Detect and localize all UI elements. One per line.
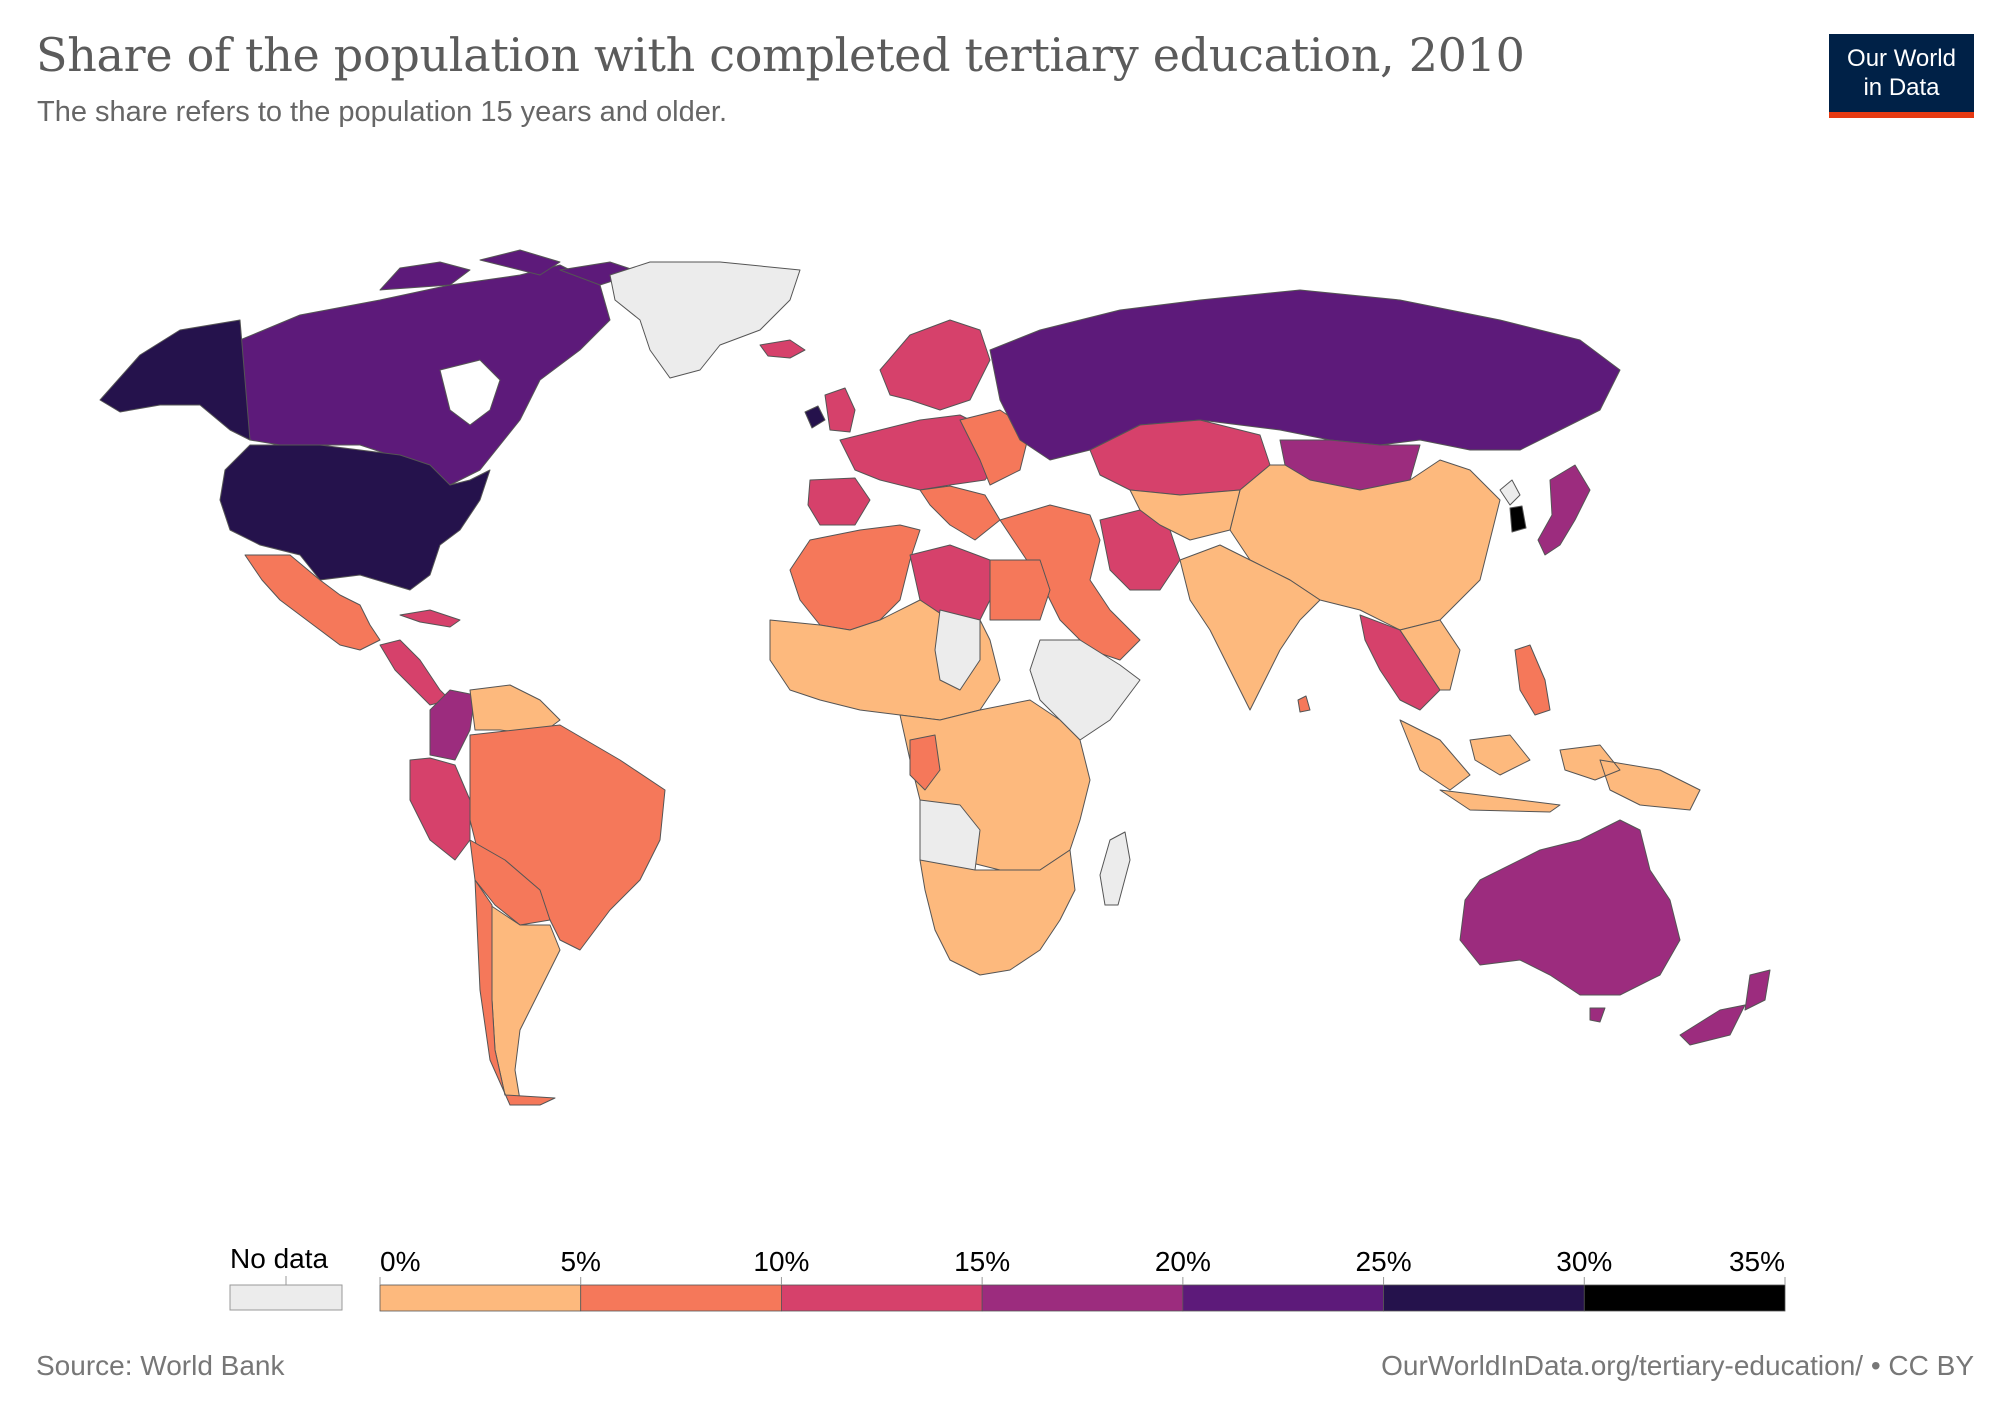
legend-bin-swatch[interactable] <box>580 1284 782 1312</box>
region-sudan-chad-nodata[interactable] <box>934 609 981 691</box>
region-russia[interactable] <box>989 289 1621 461</box>
region-ireland[interactable] <box>804 405 826 429</box>
region-scandinavia[interactable] <box>879 319 991 411</box>
region-indonesia[interactable] <box>1399 719 1701 813</box>
region-chile[interactable] <box>474 879 556 1106</box>
region-eastern-europe[interactable] <box>959 409 1031 486</box>
region-india[interactable] <box>1179 544 1321 711</box>
legend-tick-label: 15% <box>954 1246 1010 1277</box>
logo-line-1: Our World <box>1847 45 1956 72</box>
logo-line-2: in Data <box>1863 74 1940 101</box>
legend-bin-swatch[interactable] <box>981 1284 1184 1312</box>
region-colombia[interactable] <box>429 689 476 761</box>
region-central-america[interactable] <box>379 639 451 706</box>
region-madagascar[interactable] <box>1099 831 1131 906</box>
region-alaska[interactable] <box>99 319 251 441</box>
region-iceland[interactable] <box>759 339 806 359</box>
region-cuba[interactable] <box>399 609 461 628</box>
legend-bin-swatch[interactable] <box>781 1284 983 1312</box>
legend-tick-label: 20% <box>1155 1246 1211 1277</box>
legend-tick-label: 0% <box>380 1246 420 1277</box>
region-united-kingdom[interactable] <box>824 387 856 433</box>
chart-subtitle: The share refers to the population 15 ye… <box>37 96 727 128</box>
region-tasmania[interactable] <box>1589 1007 1606 1023</box>
legend-bin-swatch[interactable] <box>1583 1284 1786 1312</box>
region-italy-balkans[interactable] <box>919 485 1001 541</box>
region-sri-lanka[interactable] <box>1297 695 1311 713</box>
legend: No data 0% 5% 10% 15% 20% 25% 30% 35% <box>229 1243 1786 1312</box>
legend-bin-swatch[interactable] <box>1182 1284 1384 1312</box>
region-hudson-bay <box>439 359 501 426</box>
region-iberia[interactable] <box>807 477 871 526</box>
legend-tick-label: 35% <box>1729 1246 1785 1277</box>
region-north-korea[interactable] <box>1499 479 1521 506</box>
owid-logo[interactable]: Our World in Data <box>1829 34 1974 118</box>
chart-title: Share of the population with completed t… <box>36 28 1525 82</box>
region-horn-of-africa[interactable] <box>1029 639 1141 741</box>
legend-tick-label: 25% <box>1356 1246 1412 1277</box>
logo-accent-bar <box>1829 112 1974 118</box>
region-argentina[interactable] <box>489 904 561 1101</box>
region-japan[interactable] <box>1537 464 1591 556</box>
region-north-africa[interactable] <box>789 524 921 631</box>
legend-color-scale: 0% 5% 10% 15% 20% 25% 30% 35% <box>379 1246 1786 1312</box>
region-united-states[interactable] <box>219 444 491 591</box>
region-peru-ecuador[interactable] <box>409 757 471 861</box>
region-philippines[interactable] <box>1514 644 1551 716</box>
region-new-zealand[interactable] <box>1679 969 1771 1046</box>
legend-tick-label: 30% <box>1556 1246 1612 1277</box>
region-southern-africa[interactable] <box>919 849 1076 976</box>
legend-tick-label: 5% <box>560 1246 600 1277</box>
region-south-korea[interactable] <box>1509 505 1527 533</box>
region-australia[interactable] <box>1459 819 1681 996</box>
region-central-asia[interactable] <box>1129 489 1241 541</box>
legend-bin-swatch[interactable] <box>1383 1284 1585 1312</box>
region-greenland[interactable] <box>609 261 801 379</box>
legend-tick-label: 10% <box>753 1246 809 1277</box>
source-note: Source: World Bank <box>36 1350 285 1381</box>
region-mexico[interactable] <box>244 554 381 651</box>
legend-no-data-swatch <box>229 1284 343 1311</box>
legend-no-data-label: No data <box>230 1243 328 1274</box>
region-brazil[interactable] <box>469 724 666 951</box>
license-url[interactable]: OurWorldInData.org/tertiary-education/ •… <box>1381 1350 1974 1381</box>
region-indochina[interactable] <box>1399 619 1461 691</box>
legend-bin-swatch[interactable] <box>379 1284 582 1312</box>
region-egypt[interactable] <box>989 559 1051 621</box>
region-gabon-congo[interactable] <box>909 734 941 791</box>
